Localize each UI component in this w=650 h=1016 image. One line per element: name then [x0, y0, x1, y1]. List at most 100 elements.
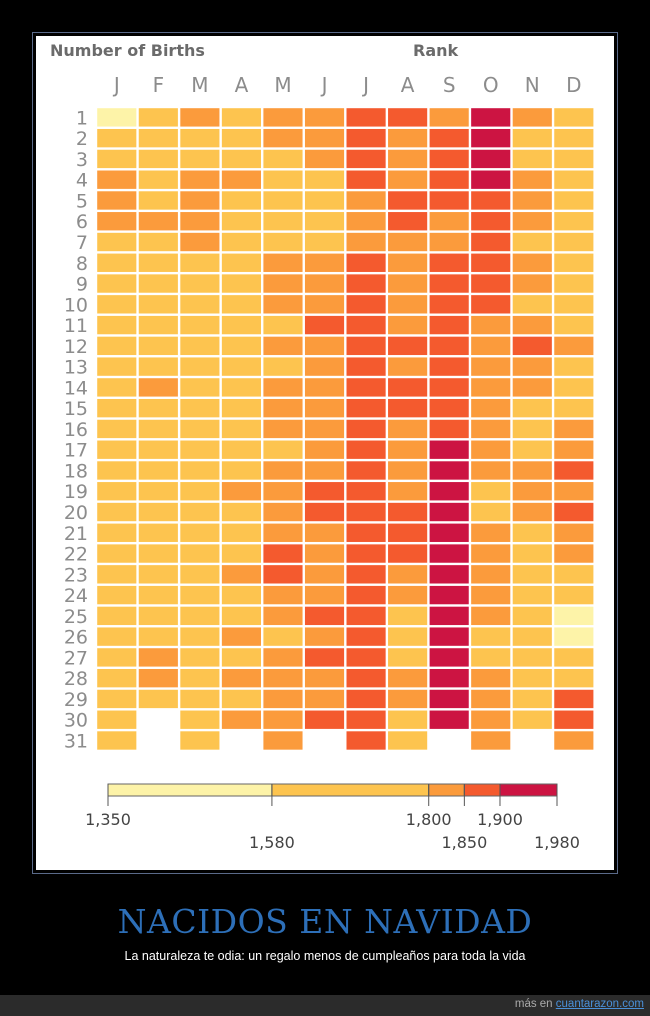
- heatmap-cell: [304, 440, 345, 459]
- heatmap-cell: [512, 627, 552, 646]
- day-label: 24: [64, 585, 88, 607]
- day-label: 27: [64, 647, 88, 669]
- heatmap-cell: [554, 461, 594, 480]
- heatmap-cell: [346, 232, 386, 252]
- heatmap-cell: [429, 689, 469, 709]
- heatmap-cell: [554, 648, 594, 667]
- heatmap-cell: [180, 440, 220, 459]
- heatmap-cell: [388, 668, 428, 688]
- legend-tick-label: 1,800: [406, 810, 452, 829]
- heatmap-cell: [346, 482, 386, 501]
- legend-tick-label: 1,580: [249, 833, 295, 852]
- heatmap-cell: [388, 523, 428, 542]
- heatmap-cell: [138, 585, 178, 605]
- heatmap-cell: [554, 212, 594, 231]
- heatmap-cell: [554, 565, 594, 584]
- month-label: O: [483, 73, 499, 97]
- day-label: 9: [76, 274, 88, 296]
- day-label: 22: [64, 544, 88, 566]
- heatmap-cell: [554, 482, 594, 501]
- day-label: 30: [64, 710, 88, 732]
- heatmap-cell: [429, 648, 469, 667]
- heatmap-cell: [263, 191, 303, 210]
- heatmap-cell: [304, 357, 345, 376]
- heatmap-cell: [138, 689, 178, 709]
- heatmap-cell: [388, 295, 428, 314]
- heatmap-cell: [346, 731, 386, 750]
- heatmap-cell: [471, 710, 511, 729]
- heatmap-cell: [512, 565, 552, 584]
- heatmap-cell: [346, 398, 386, 418]
- heatmap-cell: [429, 295, 469, 314]
- heatmap-cell: [97, 606, 137, 626]
- heatmap-cell: [388, 315, 428, 335]
- heatmap-cell: [471, 440, 511, 459]
- day-label: 26: [64, 627, 88, 649]
- heatmap-cell: [471, 191, 511, 210]
- heatmap-cell: [304, 689, 345, 709]
- heatmap-cell: [429, 627, 469, 646]
- heatmap-cell: [97, 461, 137, 480]
- heatmap-cell: [263, 170, 303, 189]
- heatmap-cell: [221, 627, 261, 646]
- heatmap-cell: [429, 170, 469, 189]
- heatmap-cell: [180, 191, 220, 210]
- heatmap-cell: [138, 315, 178, 335]
- heatmap-cell: [263, 232, 303, 252]
- heatmap-cell: [388, 274, 428, 293]
- heatmap-cell: [429, 253, 469, 272]
- day-label: 18: [64, 460, 88, 482]
- heatmap-cell: [512, 668, 552, 688]
- heatmap-cell: [388, 482, 428, 501]
- heatmap-cell: [554, 710, 594, 729]
- heatmap-cell: [429, 191, 469, 210]
- heatmap-cell: [138, 565, 178, 584]
- legend-bin: [271, 783, 430, 797]
- heatmap-cell: [512, 274, 552, 293]
- heatmap-cell: [138, 440, 178, 459]
- day-label: 14: [64, 377, 88, 399]
- heatmap-cell: [221, 336, 261, 356]
- heatmap-cell: [512, 336, 552, 356]
- heatmap-cell: [346, 627, 386, 646]
- heatmap-cell: [180, 149, 220, 169]
- legend-bin: [463, 783, 501, 797]
- heatmap-cell: [471, 482, 511, 501]
- heatmap-cell: [429, 482, 469, 501]
- heatmap-cell: [97, 315, 137, 335]
- heatmap-cell: [512, 502, 552, 522]
- heatmap-cell: [97, 274, 137, 293]
- day-label: 17: [64, 440, 88, 462]
- heatmap-cell: [304, 461, 345, 480]
- heatmap-cell: [180, 253, 220, 272]
- heatmap-cell: [263, 731, 303, 750]
- heatmap-cell: [263, 523, 303, 542]
- heatmap-cell: [97, 149, 137, 169]
- heatmap-cell: [471, 627, 511, 646]
- heatmap-cell: [471, 357, 511, 376]
- heatmap-cell: [221, 648, 261, 667]
- heatmap-cell: [554, 253, 594, 272]
- heatmap-cell: [138, 461, 178, 480]
- heatmap-cell: [471, 606, 511, 626]
- heatmap-cell: [554, 170, 594, 189]
- heatmap-cell: [388, 689, 428, 709]
- poster-title: NACIDOS EN NAVIDAD: [117, 902, 533, 941]
- heatmap-cell: [346, 544, 386, 563]
- heatmap-cell: [388, 502, 428, 522]
- heatmap-cell: [554, 523, 594, 542]
- heatmap-cell: [512, 212, 552, 231]
- heatmap-cell: [180, 606, 220, 626]
- heatmap-cell: [97, 357, 137, 376]
- heatmap-cell: [346, 336, 386, 356]
- heatmap-cell: [554, 419, 594, 439]
- heatmap-cell: [221, 378, 261, 397]
- heatmap-cell: [221, 482, 261, 501]
- site-link[interactable]: cuantarazon.com: [555, 998, 644, 1010]
- heatmap-cell: [346, 128, 386, 148]
- heatmap-cell: [471, 502, 511, 522]
- day-label: 28: [64, 668, 88, 690]
- day-label: 12: [64, 336, 88, 358]
- heatmap-cell: [554, 315, 594, 335]
